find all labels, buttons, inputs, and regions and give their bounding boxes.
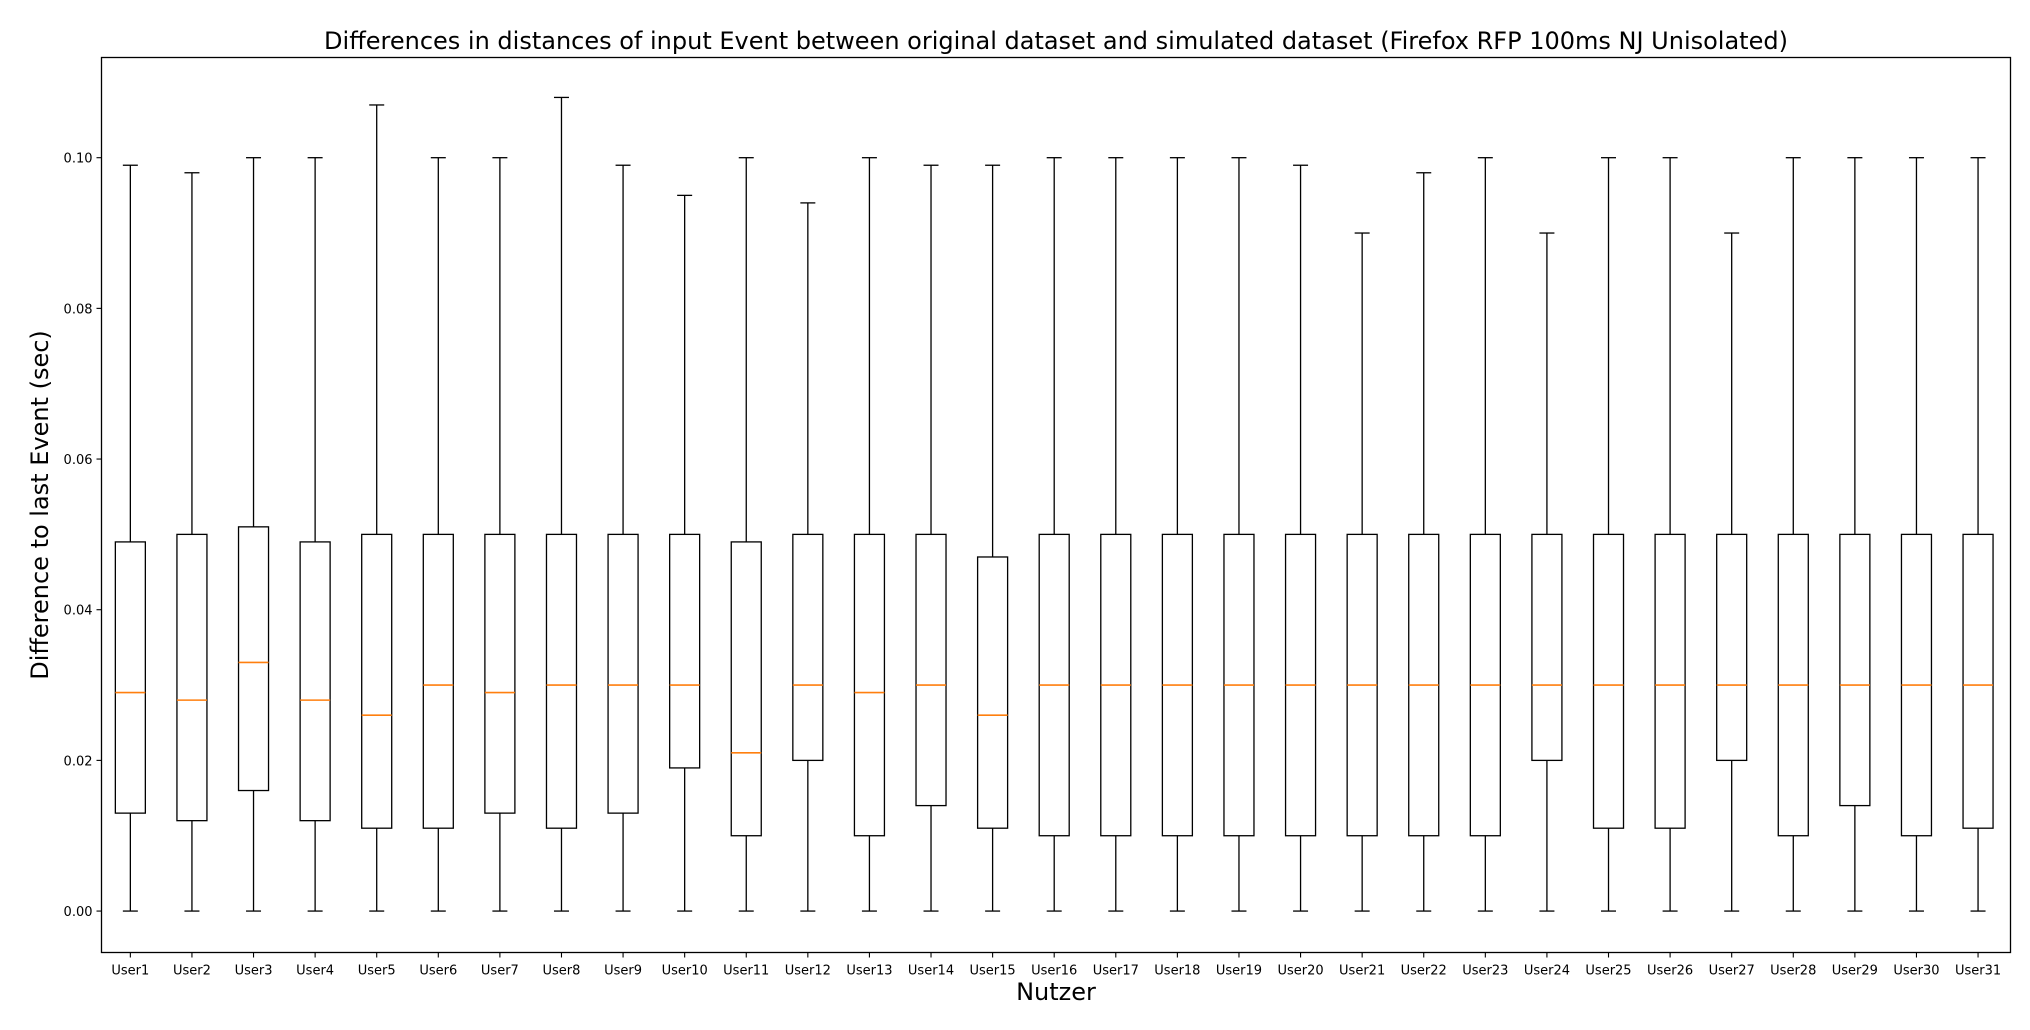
x-tick-label: User22 (1401, 964, 1447, 979)
box-iqr (1839, 533, 1871, 807)
box-iqr (114, 541, 146, 814)
x-tick-label: User27 (1709, 964, 1755, 979)
box-iqr (299, 541, 331, 822)
box-iqr (915, 533, 947, 807)
x-axis: User1 User2 User3 User4 User5 User6 User7 User8… (111, 952, 2001, 979)
box-iqr (792, 533, 824, 762)
x-tick-label: User5 (358, 964, 396, 979)
x-tick-label: User13 (846, 964, 892, 979)
box-group-31 (1962, 157, 1994, 912)
x-axis-label: Nutzer (1016, 978, 1096, 1006)
x-tick-label: User30 (1893, 964, 1939, 979)
boxes-layer (114, 96, 1994, 912)
box-iqr (1962, 533, 1994, 829)
x-tick-label: User26 (1647, 964, 1693, 979)
box-group-21 (1346, 232, 1378, 912)
box-group-28 (1777, 157, 1809, 912)
plot-area-frame (100, 56, 2012, 954)
x-tick-label: User24 (1524, 964, 1570, 979)
y-tick-label: 0.04 (64, 604, 93, 619)
box-group-15 (976, 164, 1009, 912)
box-group-23 (1469, 157, 1501, 912)
y-tick-label: 0.02 (64, 754, 93, 769)
box-group-9 (607, 164, 639, 912)
box-group-20 (1284, 164, 1317, 912)
box-group-2 (176, 172, 208, 912)
x-tick-label: User23 (1462, 964, 1508, 979)
box-group-18 (1161, 157, 1194, 912)
box-iqr (607, 533, 639, 814)
y-axis: 0.00 0.02 0.04 0.06 0.08 0.10 (64, 152, 102, 920)
x-tick-label: User10 (662, 964, 708, 979)
x-tick-label: User28 (1770, 964, 1816, 979)
box-iqr (484, 533, 516, 814)
box-iqr (730, 541, 762, 837)
x-tick-label: User14 (908, 964, 954, 979)
box-group-1 (114, 164, 146, 912)
box-group-7 (484, 157, 516, 912)
box-group-12 (792, 202, 824, 912)
x-tick-label: User15 (970, 964, 1016, 979)
box-group-16 (1038, 157, 1070, 912)
chart-title: Differences in distances of input Event … (324, 27, 1788, 55)
box-iqr (422, 533, 454, 829)
box-iqr (176, 533, 208, 822)
box-iqr (853, 533, 886, 837)
x-tick-label: User9 (604, 964, 642, 979)
x-tick-label: User31 (1955, 964, 2001, 979)
box-group-10 (669, 194, 701, 912)
box-group-26 (1654, 157, 1686, 912)
box-group-24 (1531, 232, 1563, 912)
box-group-19 (1223, 157, 1255, 912)
x-tick-label: User19 (1216, 964, 1262, 979)
y-tick-label: 0.08 (64, 302, 93, 317)
x-tick-label: User12 (785, 964, 831, 979)
x-tick-label: User1 (111, 964, 149, 979)
y-tick-label: 0.00 (64, 905, 93, 920)
box-group-13 (853, 157, 886, 912)
x-tick-label: User17 (1093, 964, 1139, 979)
box-group-17 (1100, 157, 1132, 912)
x-tick-label: User16 (1031, 964, 1077, 979)
box-group-11 (730, 157, 762, 912)
box-group-29 (1839, 157, 1871, 912)
box-iqr (1531, 533, 1563, 762)
box-group-8 (545, 96, 578, 912)
box-group-5 (361, 104, 393, 912)
box-group-6 (422, 157, 454, 912)
y-tick-label: 0.06 (64, 453, 93, 468)
box-iqr (1716, 533, 1748, 762)
y-tick-label: 0.10 (64, 152, 93, 167)
x-tick-label: User6 (419, 964, 457, 979)
box-iqr (1592, 533, 1625, 829)
x-tick-label: User25 (1585, 964, 1631, 979)
box-iqr (545, 533, 578, 829)
x-tick-label: User20 (1277, 964, 1323, 979)
box-group-30 (1900, 157, 1933, 912)
y-axis-label: Difference to last Event (sec) (26, 330, 54, 680)
x-tick-label: User11 (723, 964, 769, 979)
x-tick-label: User8 (543, 964, 581, 979)
box-iqr (669, 533, 701, 769)
box-group-25 (1592, 157, 1625, 912)
x-tick-label: User21 (1339, 964, 1385, 979)
box-group-3 (237, 157, 270, 912)
x-tick-label: User4 (296, 964, 334, 979)
x-tick-label: User2 (173, 964, 211, 979)
box-iqr (237, 526, 270, 792)
box-group-22 (1408, 172, 1440, 912)
x-tick-label: User18 (1154, 964, 1200, 979)
box-iqr (361, 533, 393, 829)
box-group-27 (1716, 232, 1748, 912)
box-iqr (976, 556, 1009, 829)
box-group-14 (915, 164, 947, 912)
box-group-4 (299, 157, 331, 912)
box-iqr (1654, 533, 1686, 829)
x-tick-label: User3 (235, 964, 273, 979)
x-tick-label: User7 (481, 964, 519, 979)
x-tick-label: User29 (1832, 964, 1878, 979)
